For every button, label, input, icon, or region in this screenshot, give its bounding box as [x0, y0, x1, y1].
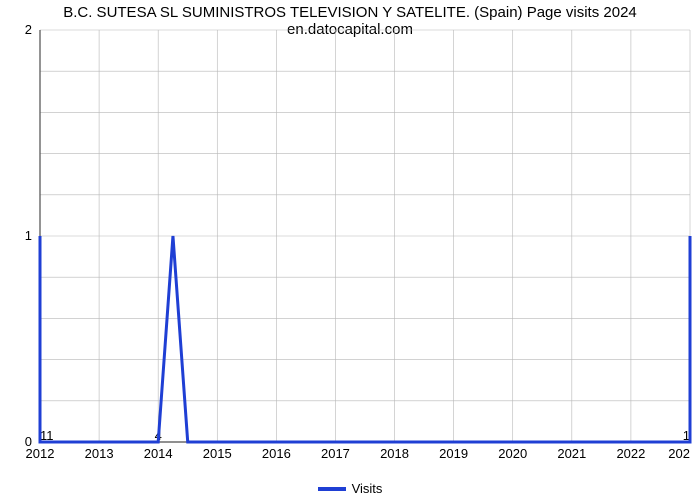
- svg-text:202: 202: [668, 446, 690, 461]
- svg-text:2015: 2015: [203, 446, 232, 461]
- svg-text:2014: 2014: [144, 446, 173, 461]
- svg-text:2022: 2022: [616, 446, 645, 461]
- svg-text:2021: 2021: [557, 446, 586, 461]
- svg-text:2019: 2019: [439, 446, 468, 461]
- svg-text:2017: 2017: [321, 446, 350, 461]
- chart-root: B.C. SUTESA SL SUMINISTROS TELEVISION Y …: [0, 0, 700, 500]
- svg-text:0: 0: [25, 434, 32, 449]
- legend-label: Visits: [352, 481, 383, 496]
- svg-text:2013: 2013: [85, 446, 114, 461]
- legend: Visits: [0, 480, 700, 496]
- svg-text:2016: 2016: [262, 446, 291, 461]
- svg-text:2: 2: [25, 22, 32, 37]
- legend-swatch: [318, 487, 346, 491]
- svg-text:1: 1: [25, 228, 32, 243]
- chart-svg: 2012201320142015201620172018201920202021…: [0, 0, 700, 500]
- svg-text:2020: 2020: [498, 446, 527, 461]
- svg-text:2018: 2018: [380, 446, 409, 461]
